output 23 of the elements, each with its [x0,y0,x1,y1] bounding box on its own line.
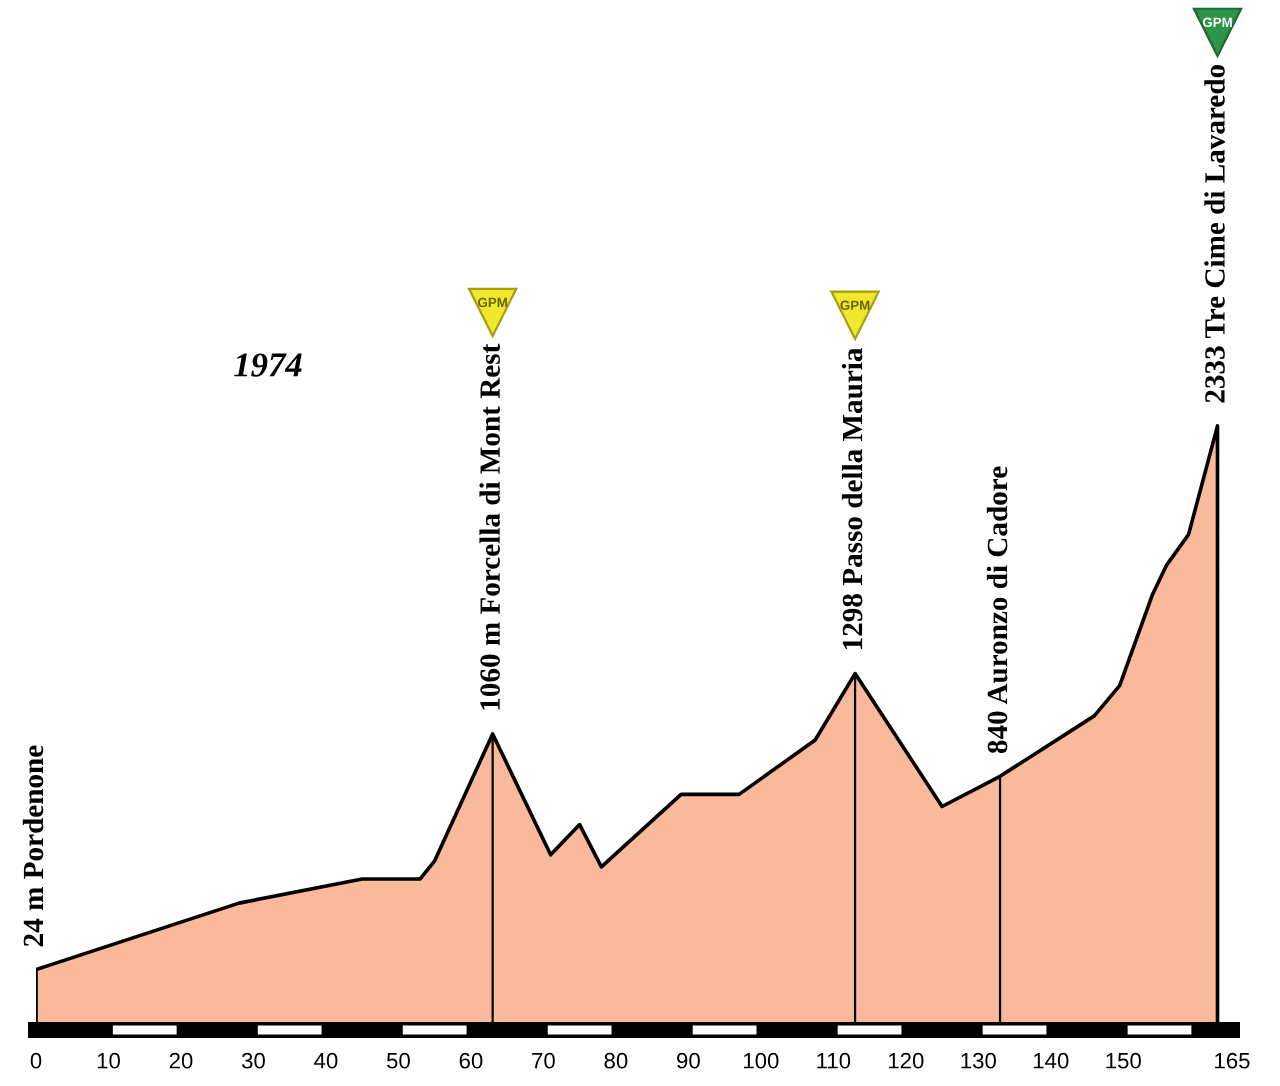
annotation: 1298 Passo della Mauria [841,347,863,650]
x-tick-label: 40 [314,1052,338,1069]
x-tick-label: 130 [961,1052,996,1069]
x-tick-label: 70 [532,1052,555,1069]
annotation: 1060 m Forcella di Mont Rest [479,343,500,710]
x-tick-label: 50 [386,1052,410,1069]
x-tick-label: 120 [888,1052,924,1069]
annotation: 2333 Tre Cime di Lavaredo [1204,64,1225,403]
x-tick-label: 60 [459,1052,483,1069]
x-tick-label: 10 [97,1052,120,1069]
x-tick-label: 20 [169,1052,193,1069]
x-tick-label: 90 [677,1052,700,1069]
x-tick-label: 80 [604,1052,628,1069]
x-tick-label: 140 [1033,1052,1069,1069]
x-tick-label: 150 [1106,1052,1141,1069]
annotation: 24 m Pordenone [22,745,44,947]
x-tick-label: 30 [241,1052,265,1069]
annotation: 840 Auronzo di Cadore [986,466,1008,754]
chart-title: 1974 [234,353,302,377]
x-tick-label: 100 [744,1052,779,1069]
x-tick-label: 165 [1215,1052,1250,1069]
x-tick-label: 110 [817,1052,851,1069]
x-tick-label: 0 [30,1052,42,1069]
